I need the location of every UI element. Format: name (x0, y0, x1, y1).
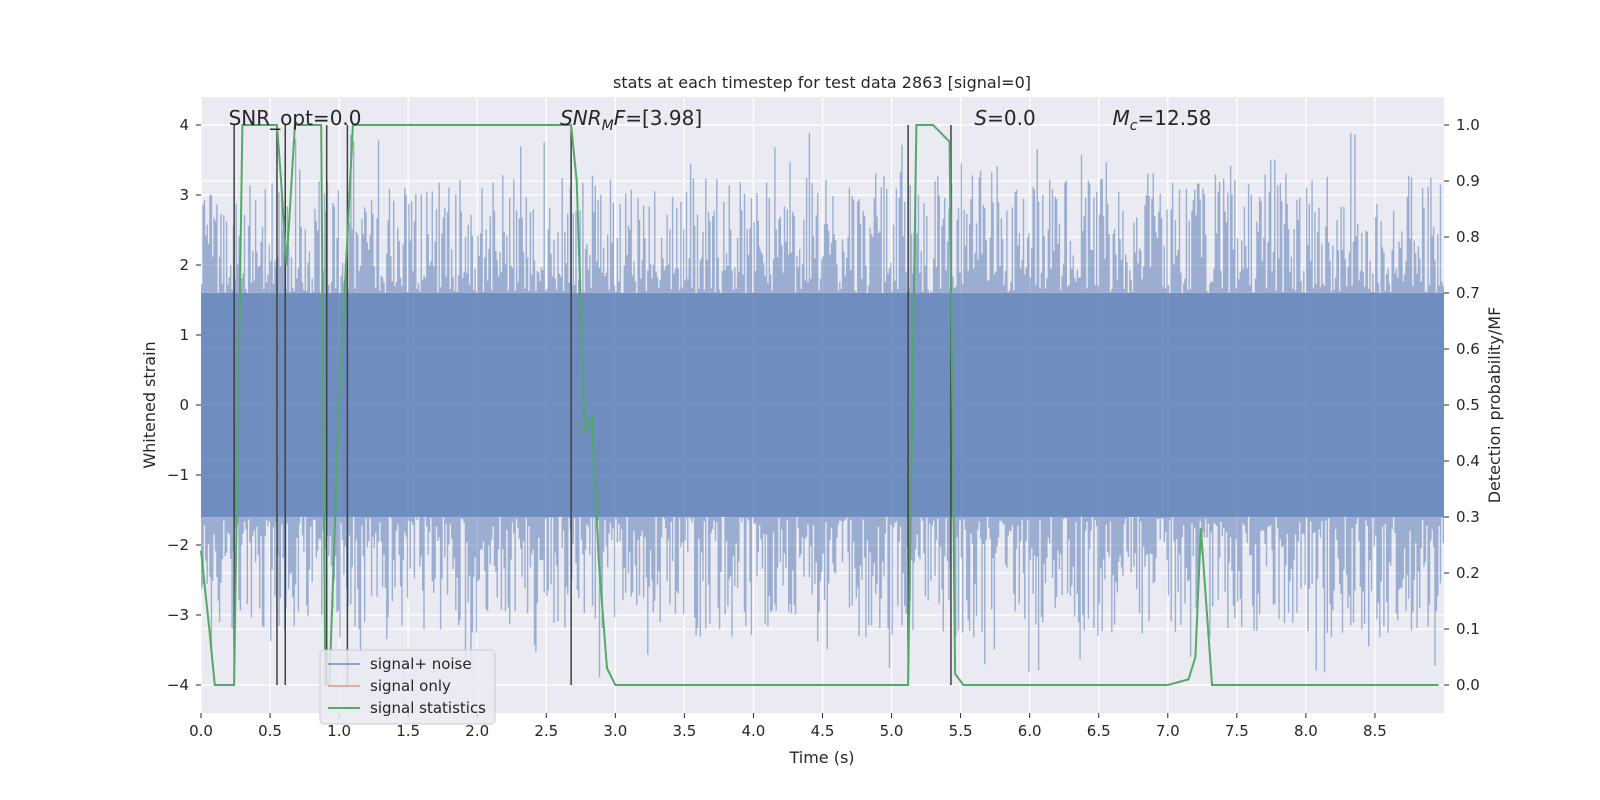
chart-title: stats at each timestep for test data 286… (613, 73, 1031, 92)
x-axis-ticks: 0.0 0.5 1.0 1.5 2.0 2.5 3.0 3.5 4.0 4.5 5.0 5.5 6.0 6… (189, 713, 1387, 740)
legend-box (319, 649, 496, 725)
y-axis-left-label: Whitened strain (140, 341, 159, 468)
y-left-tick-label: −4 (167, 676, 189, 694)
x-tick-label: 1.0 (327, 722, 351, 740)
vertical-marker-lines (233, 125, 952, 685)
y-right-tick-label: 0.4 (1456, 452, 1480, 470)
annotation-text: S=0.0 (974, 106, 1035, 130)
x-tick-label: 6.0 (1018, 722, 1042, 740)
x-tick-label: 4.5 (811, 722, 835, 740)
x-tick-label: 0.5 (258, 722, 282, 740)
y-right-tick-label: 0.3 (1456, 508, 1480, 526)
annotations: SNR_opt=0.0 SNRMF=[3.98] S=0.0 Mc=12.58 (229, 106, 1212, 134)
x-tick-label: 2.0 (465, 722, 489, 740)
y-right-tick-label: 0.1 (1456, 620, 1480, 638)
y-right-tick-label: 1.0 (1456, 116, 1480, 134)
y-left-tick-label: −2 (167, 536, 189, 554)
y-left-tick-label: 3 (179, 186, 189, 204)
legend-label-signal-only: signal only (370, 677, 451, 695)
y-right-tick-label: 0.9 (1456, 172, 1480, 190)
noise-series-signal-plus-noise (201, 132, 1444, 677)
series-signal-statistics (200, 124, 1439, 686)
x-tick-label: 8.0 (1294, 722, 1318, 740)
y-left-tick-label: 0 (179, 396, 189, 414)
x-tick-label: 4.0 (742, 722, 766, 740)
y-right-tick-label: 0.6 (1456, 340, 1480, 358)
annotation-text: Mc=12.58 (1113, 106, 1212, 134)
x-tick-label: 5.0 (880, 722, 904, 740)
y-right-tick-label: 0.5 (1456, 396, 1480, 414)
y-left-tick-label: −3 (167, 606, 189, 624)
y-right-tick-label: 0.2 (1456, 564, 1480, 582)
x-tick-label: 3.0 (603, 722, 627, 740)
legend-label-signal-statistics: signal statistics (370, 699, 486, 717)
x-tick-label: 6.5 (1087, 722, 1111, 740)
y-left-tick-label: 2 (179, 256, 189, 274)
y-right-tick-label: 0.0 (1456, 676, 1480, 694)
y-right-tick-label: 0.7 (1456, 284, 1480, 302)
noise-trace-signal-plus-noise (201, 132, 1444, 677)
annotation-text: SNR_opt=0.0 (229, 106, 362, 130)
y-axis-right-label: Detection probability/MF (1485, 307, 1504, 504)
x-tick-label: 5.5 (949, 722, 973, 740)
x-tick-label: 1.5 (396, 722, 420, 740)
y-right-tick-label: 0.8 (1456, 228, 1480, 246)
y-left-tick-label: 4 (179, 116, 189, 134)
y-left-tick-label: 1 (179, 326, 189, 344)
x-tick-label: 0.0 (189, 722, 213, 740)
x-axis-label: Time (s) (788, 748, 854, 767)
x-tick-label: 8.5 (1363, 722, 1387, 740)
signal-statistics-line (200, 124, 1439, 686)
legend-label-signal-plus-noise: signal+ noise (370, 655, 472, 673)
x-tick-label: 3.5 (672, 722, 696, 740)
y-axis-right-ticks: 1.0 0.9 0.8 0.7 0.6 0.5 0.4 0.3 0.2 0.1 0.0 (1444, 116, 1480, 694)
x-tick-label: 7.5 (1225, 722, 1249, 740)
annotation-text: SNRMF=[3.98] (560, 106, 702, 134)
x-tick-label: 7.0 (1156, 722, 1180, 740)
legend: signal+ noise signal only signal statist… (319, 649, 496, 725)
x-tick-label: 2.5 (534, 722, 558, 740)
y-left-tick-label: −1 (167, 466, 189, 484)
y-axis-left-ticks: 4 3 2 1 0 −1 −2 −3 −4 (167, 116, 201, 694)
